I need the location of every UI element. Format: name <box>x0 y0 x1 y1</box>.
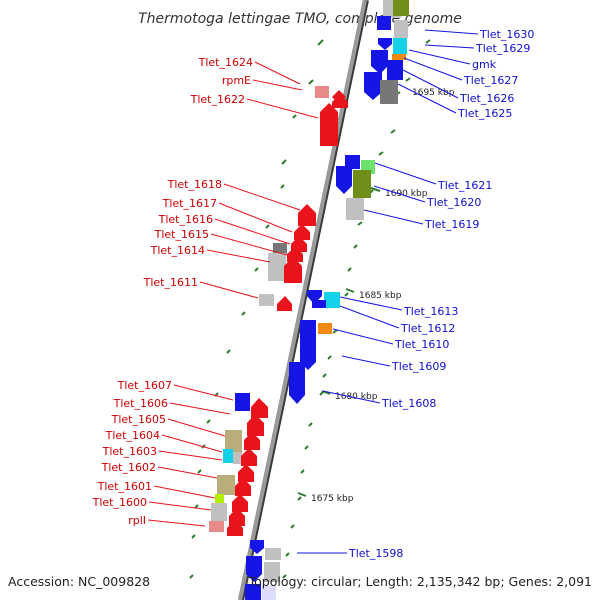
gene-block <box>312 300 326 308</box>
gene-label: Tlet_1611 <box>143 276 198 289</box>
kbp-label: 1680 kbp <box>335 392 378 402</box>
gene-block <box>380 80 398 104</box>
map-title: Thermotoga lettingae TMO, complete genom… <box>138 11 462 27</box>
gene-label: Tlet_1607 <box>117 379 172 392</box>
gene-arrow <box>298 204 316 226</box>
gene-block <box>215 494 224 504</box>
genome-backbone <box>240 0 366 600</box>
gene-label: Tlet_1614 <box>150 244 205 257</box>
gene-block <box>315 86 329 98</box>
gene-label: Tlet_1604 <box>105 429 160 442</box>
gene-label: Tlet_1603 <box>102 445 157 458</box>
gene-block <box>353 170 371 198</box>
gene-block <box>235 393 250 411</box>
gene-label: Tlet_1618 <box>167 178 222 191</box>
gene-arrow <box>364 72 382 100</box>
gene-block <box>259 294 274 306</box>
gene-block <box>393 38 407 54</box>
gene-block <box>233 452 242 464</box>
gene-block <box>225 430 242 452</box>
gene-block <box>217 475 235 495</box>
gene-block <box>324 292 340 308</box>
gene-label: Tlet_1612 <box>400 322 455 335</box>
gene-label: Tlet_1609 <box>391 360 446 373</box>
gene-label: Tlet_1600 <box>92 496 147 509</box>
kbp-label: 1675 kbp <box>311 494 354 504</box>
kbp-label: 1685 kbp <box>359 291 402 301</box>
gene-label: Tlet_1602 <box>101 461 156 474</box>
gene-label: Tlet_1605 <box>111 413 166 426</box>
genome-map-canvas: Thermotoga lettingae TMO, complete genom… <box>0 0 600 600</box>
gene-label: Tlet_1619 <box>424 218 479 231</box>
gene-label: rplI <box>128 514 146 527</box>
gene-label: Tlet_1608 <box>381 397 436 410</box>
gene-block <box>392 54 406 60</box>
gene-block <box>211 503 227 521</box>
reverse-strand-genes <box>209 86 348 536</box>
gene-block <box>265 548 281 560</box>
gene-label: Tlet_1622 <box>190 93 245 106</box>
gene-arrow <box>378 38 392 50</box>
gene-label: gmk <box>472 58 497 71</box>
gene-arrow <box>277 296 292 311</box>
gene-block <box>209 521 224 532</box>
gene-block <box>273 243 287 254</box>
gene-arrow <box>371 50 388 74</box>
gene-arrow <box>251 398 268 418</box>
gene-label: Tlet_1610 <box>394 338 449 351</box>
gene-label: rpmE <box>222 74 251 87</box>
gene-label: Tlet_1625 <box>457 107 512 120</box>
gene-label: Tlet_1601 <box>97 480 152 493</box>
gene-label: Tlet_1626 <box>459 92 514 105</box>
gene-block <box>377 16 391 30</box>
gene-block <box>268 253 286 281</box>
gene-arrow <box>294 224 310 240</box>
gene-block <box>393 0 409 16</box>
gene-label: Tlet_1616 <box>158 213 213 226</box>
topology-text: Topology: circular; Length: 2,135,342 bp… <box>248 574 592 589</box>
gene-label: Tlet_1617 <box>162 197 217 210</box>
gene-arrow <box>289 362 305 404</box>
gene-label: Tlet_1621 <box>437 179 492 192</box>
gene-label: Tlet_1606 <box>113 397 168 410</box>
gene-block <box>387 60 403 80</box>
gene-label: Tlet_1629 <box>475 42 530 55</box>
kbp-label: 1690 kbp <box>385 189 428 199</box>
gene-arrow <box>232 494 248 512</box>
gene-block <box>346 198 364 220</box>
gene-label: Tlet_1615 <box>154 228 209 241</box>
gene-label: Tlet_1613 <box>403 305 458 318</box>
gene-block <box>318 323 332 334</box>
gene-label: Tlet_1627 <box>463 74 518 87</box>
gene-block <box>223 449 233 463</box>
gene-label: Tlet_1598 <box>348 547 403 560</box>
gene-block <box>394 20 408 38</box>
accession-text: Accession: NC_009828 <box>8 574 150 589</box>
gene-arrow <box>241 448 257 466</box>
genome-map: Thermotoga lettingae TMO, complete genom… <box>0 0 600 600</box>
gene-label: Tlet_1624 <box>198 56 253 69</box>
gene-arrow <box>336 166 352 194</box>
gene-label: Tlet_1630 <box>479 28 534 41</box>
gene-arrow <box>320 103 338 146</box>
gene-label: Tlet_1620 <box>426 196 481 209</box>
gene-arrow <box>238 464 254 482</box>
